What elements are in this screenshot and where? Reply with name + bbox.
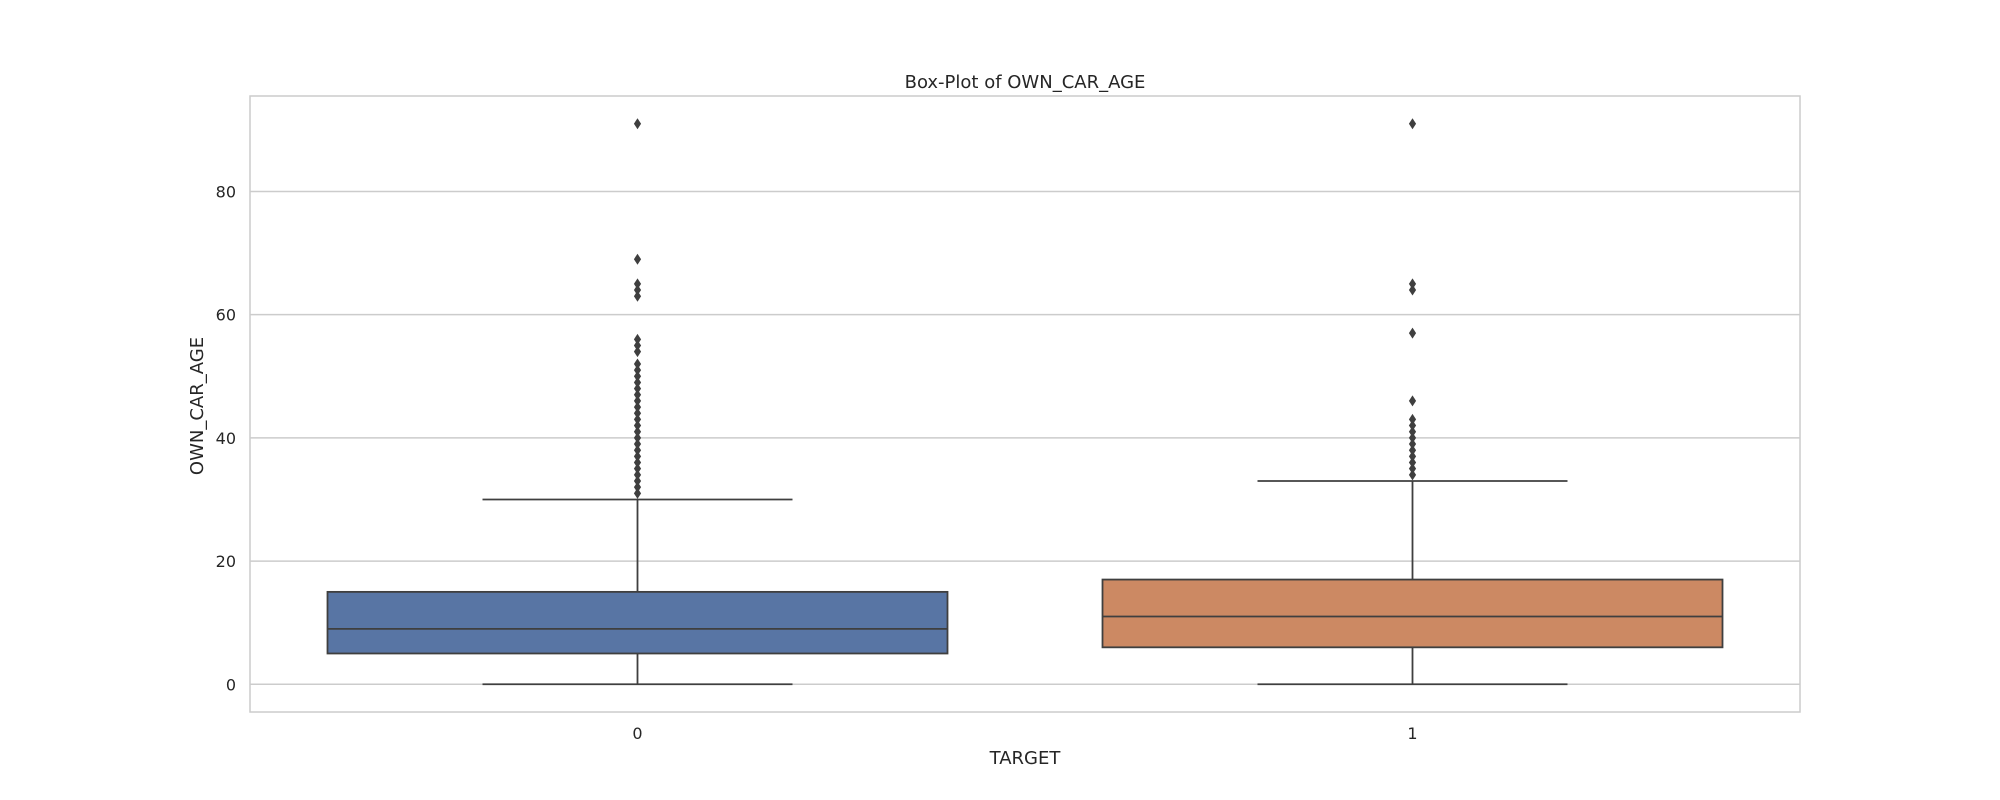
outlier-point [1408,457,1417,469]
x-tick-label: 1 [1407,724,1417,743]
outlier-point [633,339,642,351]
y-tick-label: 0 [226,675,236,694]
iqr-box [1101,578,1724,649]
y-tick-label: 40 [216,429,236,448]
outlier-point [633,463,642,475]
outlier-point [633,407,642,419]
y-tick-label: 20 [216,552,236,571]
outlier-point [633,450,642,462]
iqr-box [326,590,949,655]
y-tick-label: 60 [216,306,236,325]
outlier-point [633,438,642,450]
outlier-point [1408,395,1417,407]
outlier-point [633,389,642,401]
box-group-0 [326,118,949,686]
outlier-point [1408,463,1417,475]
y-tick-label: 80 [216,182,236,201]
outlier-point [1408,432,1417,444]
outlier-point [633,401,642,413]
outlier-point [633,290,642,302]
outlier-point [633,278,642,290]
outlier-point [633,118,642,130]
outlier-point [633,475,642,487]
outlier-point [1408,118,1417,130]
outlier-point [1408,278,1417,290]
chart-title: Box-Plot of OWN_CAR_AGE [905,72,1146,93]
outlier-point [633,346,642,358]
outlier-point [633,376,642,388]
y-axis-label: OWN_CAR_AGE [187,337,208,475]
outlier-point [633,364,642,376]
outlier-point [1408,327,1417,339]
outlier-point [633,383,642,395]
outlier-point [1408,420,1417,432]
outlier-point [633,370,642,382]
outlier-point [633,481,642,493]
box-group-1 [1101,118,1724,686]
outlier-point [633,420,642,432]
outlier-point [633,413,642,425]
outlier-point [1408,284,1417,296]
outlier-point [1408,450,1417,462]
boxes [326,118,1724,686]
outlier-point [633,358,642,370]
y-tick-labels: 0 20 40 60 80 [216,182,236,694]
outlier-point [1408,438,1417,450]
outlier-point [633,426,642,438]
outlier-point [633,487,642,499]
outlier-point [633,444,642,456]
outlier-point [633,432,642,444]
outlier-point [633,469,642,481]
outlier-point [633,457,642,469]
x-axis-label: TARGET [989,748,1062,769]
outlier-point [1408,413,1417,425]
outlier-point [633,284,642,296]
plot-area-frame [249,95,1801,713]
outlier-point [633,395,642,407]
outlier-point [1408,469,1417,481]
outlier-point [633,333,642,345]
x-tick-label: 0 [632,724,642,743]
outlier-point [1408,444,1417,456]
outlier-point [633,253,642,265]
outlier-point [1408,426,1417,438]
